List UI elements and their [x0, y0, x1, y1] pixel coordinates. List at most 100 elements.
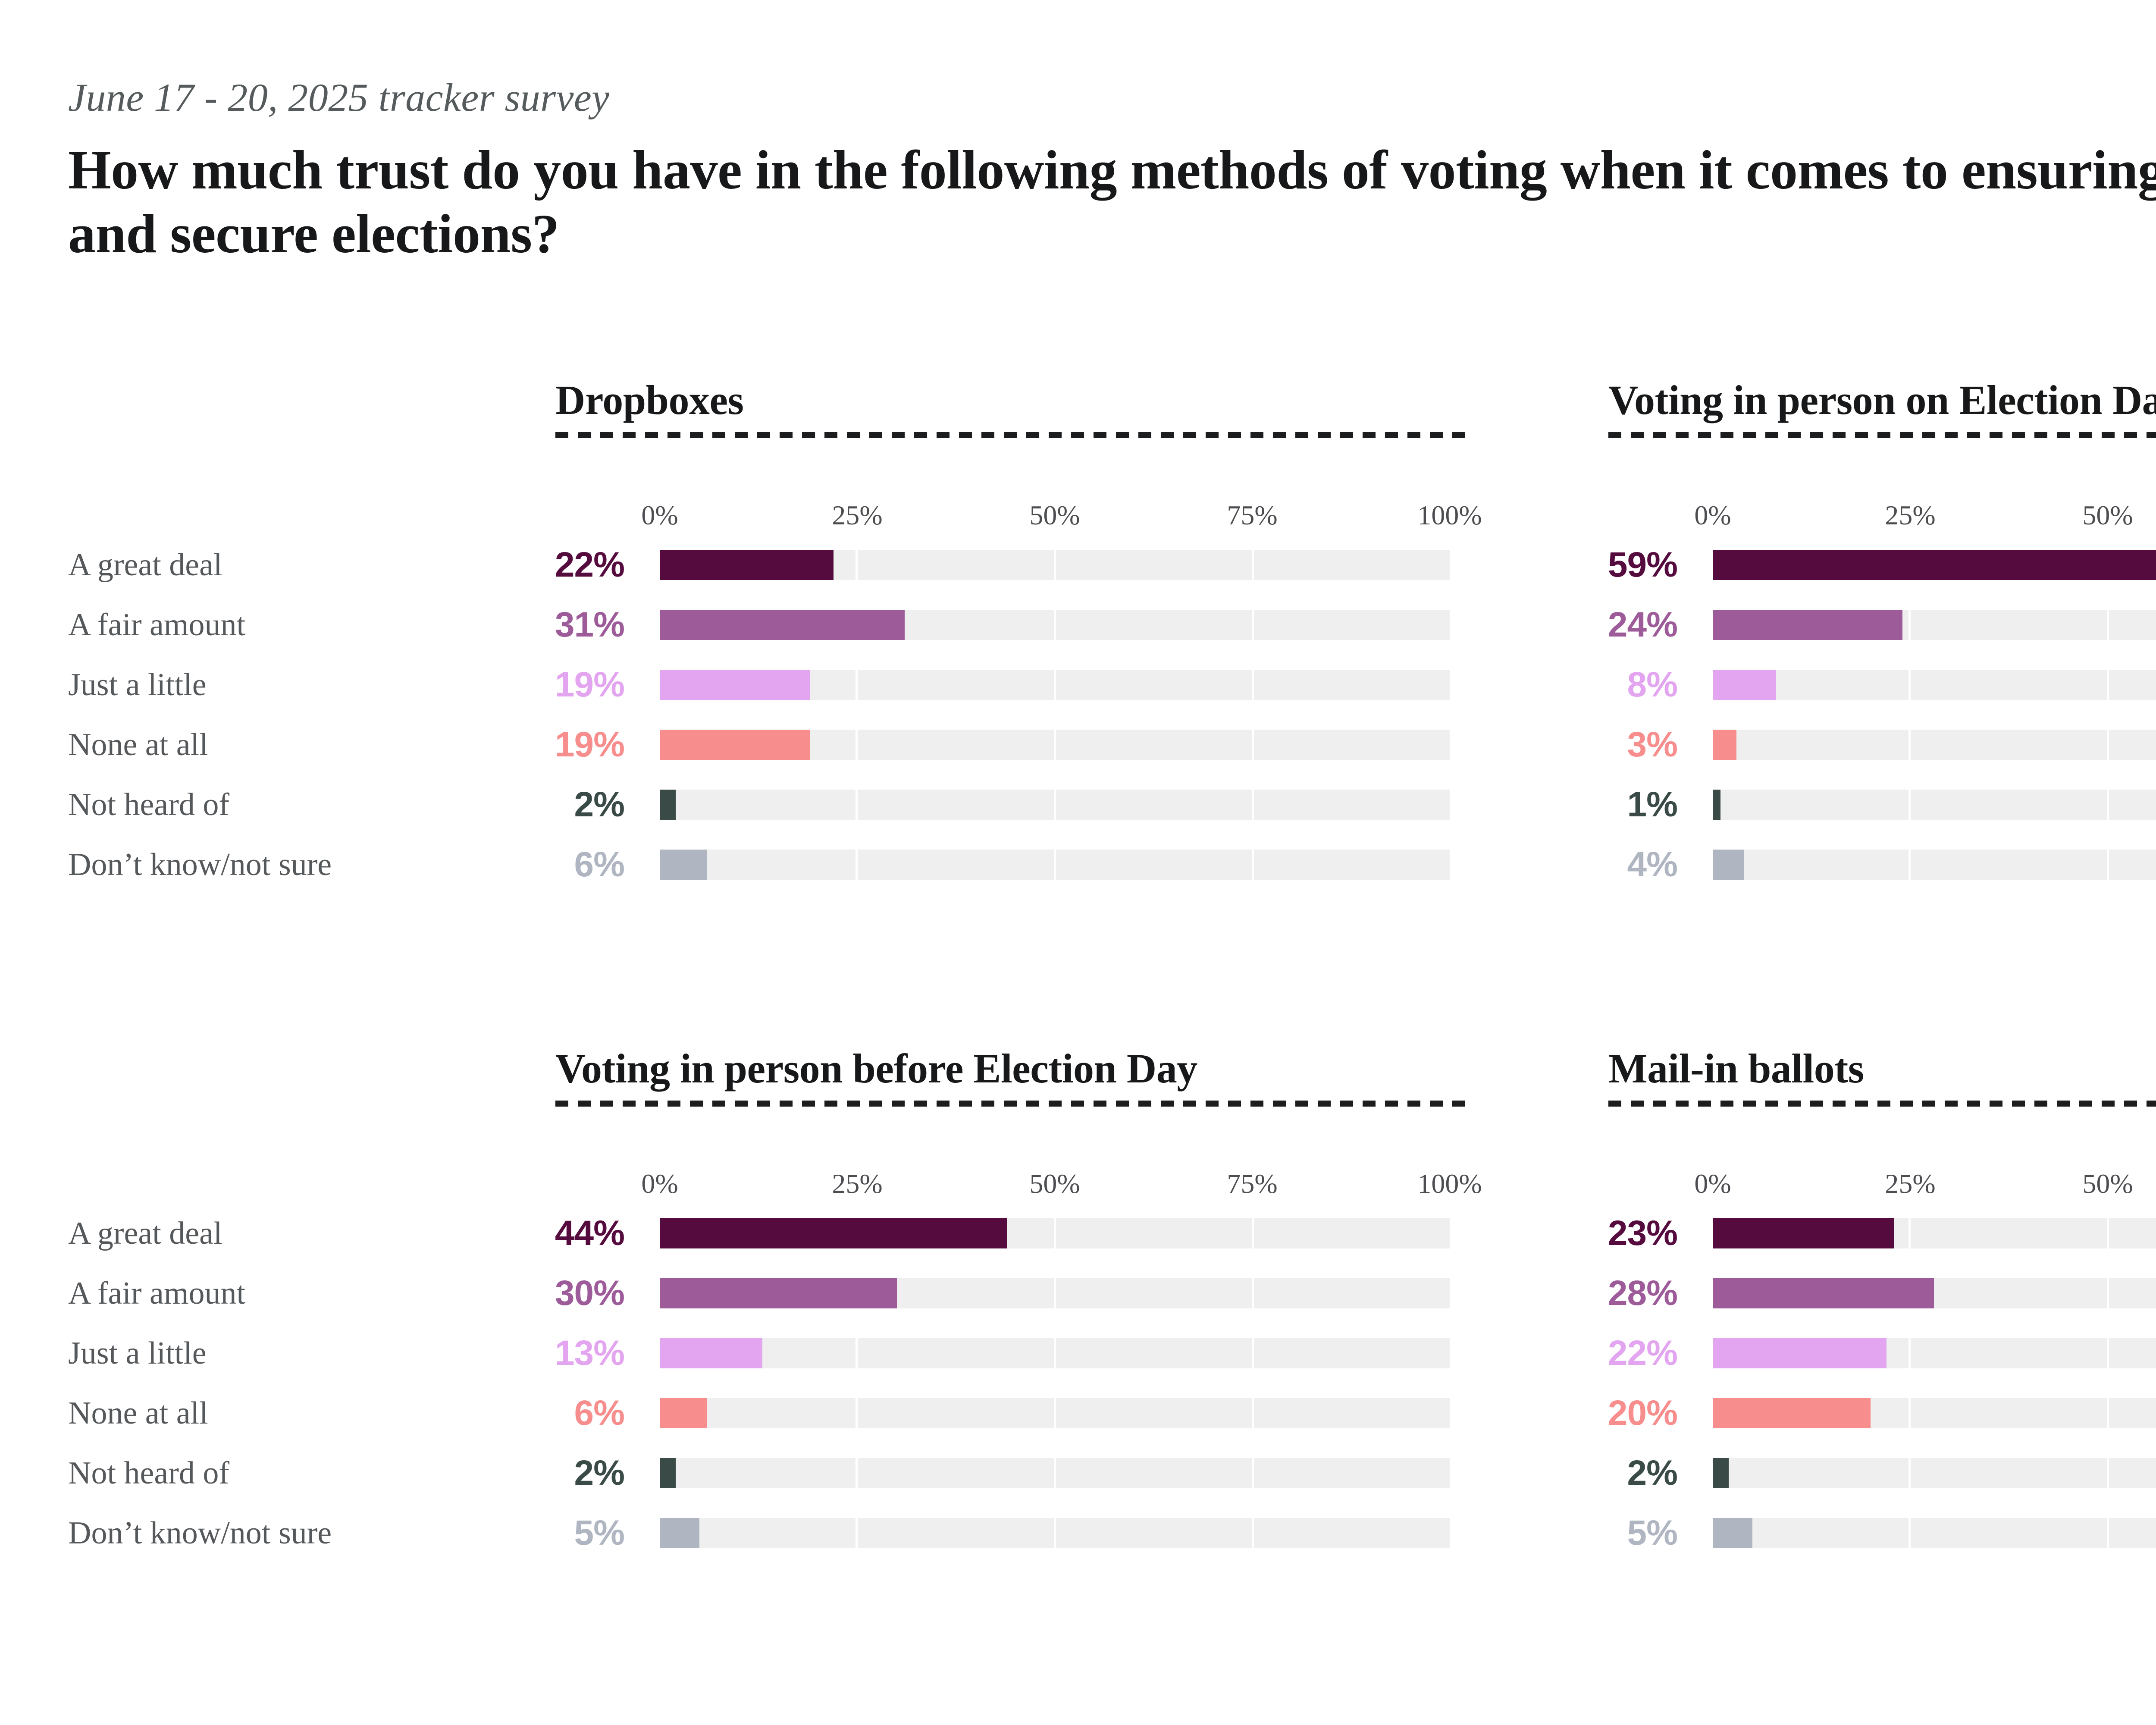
- chart-row: 3%: [1608, 715, 2156, 775]
- track-segment: [1713, 789, 1909, 820]
- chart-row: 24%: [1608, 595, 2156, 655]
- track-segment: [2109, 1518, 2156, 1548]
- track-segment: [858, 1518, 1054, 1548]
- track-segment: [1911, 1278, 2107, 1308]
- track-segment: [1253, 789, 1450, 820]
- value-label: 6%: [574, 844, 625, 884]
- category-label: A great deal: [68, 1215, 222, 1251]
- category-label: Not heard of: [68, 1455, 229, 1491]
- panel-title: Voting in person before Election Day: [555, 1045, 1197, 1091]
- track-segment: [1713, 1458, 1909, 1488]
- track-segment: [1253, 1338, 1450, 1368]
- panel-divider: [1608, 1101, 2156, 1107]
- bar-track: [1713, 669, 2156, 700]
- track-segment: [2109, 1338, 2156, 1368]
- data-bar: [660, 1458, 676, 1488]
- track-segment: [1056, 1278, 1252, 1308]
- chart-row: Don’t know/not sure 5%: [68, 1503, 1474, 1563]
- track-segment: [858, 729, 1054, 760]
- data-bar: [1713, 729, 1736, 760]
- data-bar: [1713, 1218, 1895, 1248]
- track-segment: [1911, 1338, 2107, 1368]
- chart-row: A great deal 22%: [68, 535, 1474, 595]
- axis-tick-label: 0%: [641, 500, 678, 530]
- panel-divider: [555, 432, 1474, 438]
- track-segment: [2109, 669, 2156, 700]
- axis-tick-label: 100%: [1417, 1168, 1482, 1199]
- track-segment: [1056, 1458, 1252, 1488]
- value-label: 2%: [1627, 1453, 1678, 1493]
- data-bar: [660, 789, 676, 820]
- track-segment: [858, 1398, 1054, 1428]
- panel-divider: [1608, 432, 2156, 438]
- axis-tick-label: 50%: [1029, 500, 1080, 530]
- track-segment: [2109, 609, 2156, 640]
- panel-rows: 0% 25% 50% 75% 100% A great deal 44% A fair amo…: [68, 1164, 1482, 1563]
- axis-tick-label: 50%: [2082, 1168, 2133, 1199]
- chart-row: None at all 19%: [68, 715, 1474, 775]
- chart-row: Not heard of 2%: [68, 1443, 1474, 1503]
- value-label: 31%: [555, 605, 625, 644]
- value-label: 5%: [574, 1513, 625, 1552]
- axis-tick-label: 50%: [1029, 1168, 1080, 1199]
- chart-row: Just a little 19%: [68, 655, 1474, 715]
- axis-tick-label: 100%: [1417, 500, 1482, 530]
- panel-title: Voting in person on Election Day: [1608, 377, 2156, 423]
- panel-rows: 0%25%50%75%100%23%28%22%20%2%5%: [1608, 1164, 2156, 1563]
- axis-tick-label: 25%: [1885, 500, 1936, 530]
- data-bar: [1713, 1278, 1934, 1308]
- axis-tick-label: 25%: [832, 500, 883, 530]
- track-segment: [1056, 849, 1252, 880]
- track-segment: [1911, 1398, 2107, 1428]
- bar-track: [660, 1518, 1450, 1548]
- track-segment: [1253, 849, 1450, 880]
- chart-row: 2%: [1608, 1443, 2156, 1503]
- track-segment: [1713, 849, 1909, 880]
- x-axis: 0% 25% 50% 75% 100%: [68, 1164, 1482, 1203]
- bar-track: [1713, 1458, 2156, 1488]
- data-bar: [1713, 1518, 1752, 1548]
- data-bar: [1713, 1398, 1871, 1428]
- category-label: Just a little: [68, 667, 207, 703]
- value-label: 20%: [1608, 1393, 1678, 1433]
- chart-row: A fair amount 30%: [68, 1263, 1474, 1323]
- axis-tick-label: 25%: [832, 1168, 883, 1199]
- track-segment: [1253, 669, 1450, 700]
- category-label: Just a little: [68, 1335, 207, 1371]
- value-label: 13%: [555, 1333, 625, 1373]
- data-bar: [660, 669, 810, 700]
- track-segment: [1713, 729, 1909, 760]
- track-segment: [1056, 729, 1252, 760]
- data-bar: [1713, 669, 1776, 700]
- track-segment: [2109, 1218, 2156, 1248]
- chart-row: 1%: [1608, 775, 2156, 834]
- track-segment: [858, 549, 1054, 580]
- data-bar: [660, 1278, 897, 1308]
- data-bar: [1713, 789, 1721, 820]
- track-segment: [858, 789, 1054, 820]
- bar-track: [1713, 849, 2156, 880]
- track-segment: [1253, 1398, 1450, 1428]
- panel-rows: 0% 25% 50% 75% 100% A great deal 22% A fair amo…: [68, 495, 1482, 894]
- track-segment: [1253, 549, 1450, 580]
- bar-track: [660, 1458, 1450, 1488]
- category-label: Not heard of: [68, 787, 229, 822]
- track-segment: [1911, 609, 2107, 640]
- bar-track: [660, 789, 1450, 820]
- track-segment: [660, 1458, 856, 1488]
- track-segment: [2109, 1458, 2156, 1488]
- track-segment: [858, 1458, 1054, 1488]
- value-label: 23%: [1608, 1213, 1678, 1253]
- track-segment: [2109, 729, 2156, 760]
- track-segment: [1911, 1518, 2107, 1548]
- track-segment: [2109, 1398, 2156, 1428]
- chart-row: 59%: [1608, 535, 2156, 595]
- track-segment: [1056, 1518, 1252, 1548]
- value-label: 19%: [555, 665, 625, 704]
- value-label: 2%: [574, 784, 625, 824]
- data-bar: [1713, 1338, 1887, 1368]
- value-label: 44%: [555, 1213, 625, 1253]
- survey-date-kicker: June 17 - 20, 2025 tracker survey: [68, 75, 610, 119]
- chart-header: June 17 - 20, 2025 tracker survey How mu…: [68, 78, 2156, 266]
- axis-tick-label: 75%: [1227, 500, 1278, 530]
